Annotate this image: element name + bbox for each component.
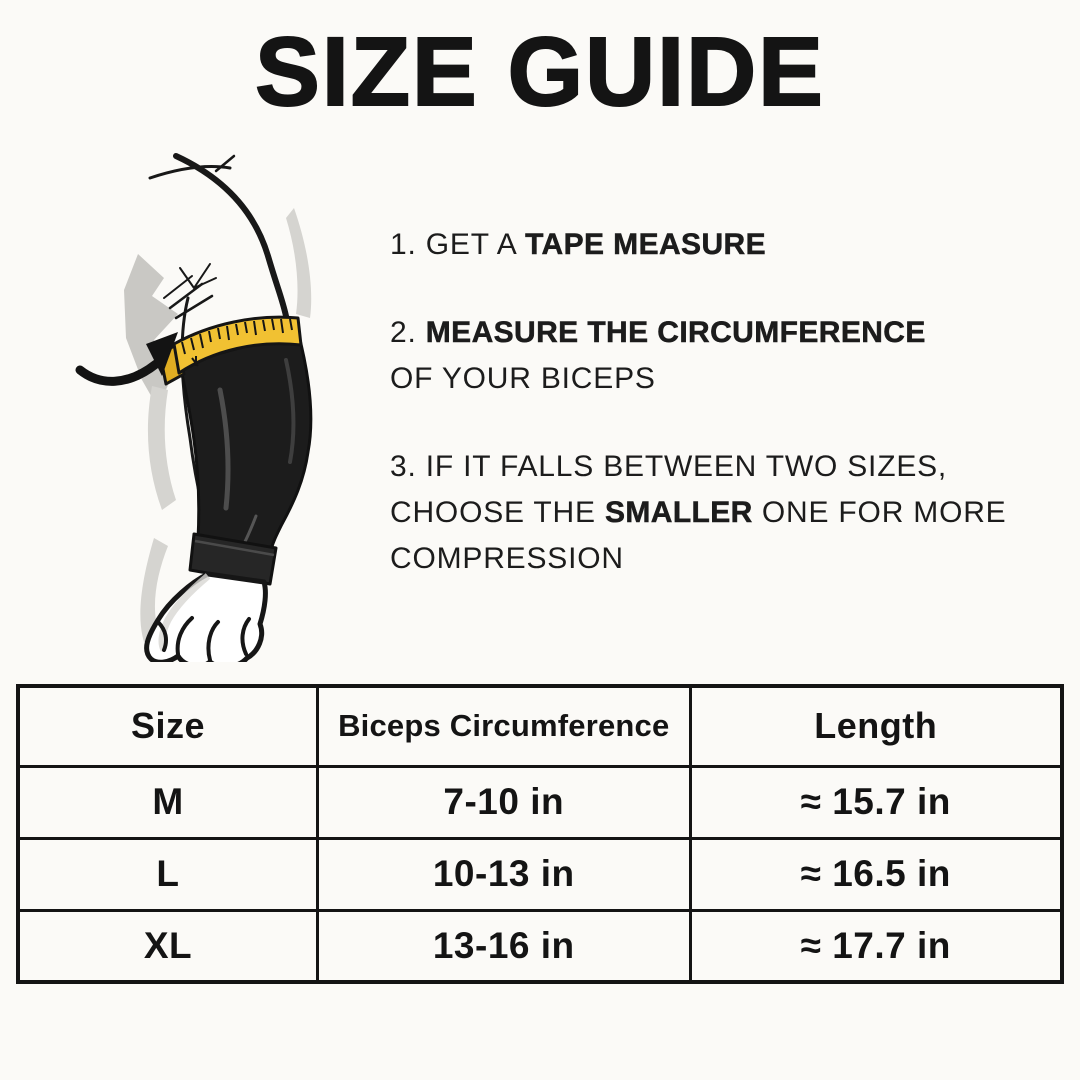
tape-tick-marks xyxy=(181,318,293,367)
arm-with-tape-measure-illustration xyxy=(75,153,313,662)
instructions: 1. GET A TAPE MEASURE 2. MEASURE THE CIR… xyxy=(390,222,1050,624)
table-row-l: L 10-13 in ≈ 16.5 in xyxy=(16,836,1064,912)
size-m: M xyxy=(16,764,319,840)
instruction-step-2: 2. MEASURE THE CIRCUMFERENCE OF YOUR BIC… xyxy=(390,310,1050,402)
compression-sleeve xyxy=(178,330,313,586)
step3-line2-pre: CHOOSE THE xyxy=(390,496,605,529)
size-table-header: Size Biceps Circumference Length xyxy=(16,684,1064,768)
table-row-m: M 7-10 in ≈ 15.7 in xyxy=(16,764,1064,840)
size-table: Size Biceps Circumference Length M 7-10 … xyxy=(16,684,1064,984)
length-l: ≈ 16.5 in xyxy=(688,836,1064,912)
size-xl: XL xyxy=(16,908,319,984)
size-table-body: M 7-10 in ≈ 15.7 in L 10-13 in ≈ 16.5 in… xyxy=(16,764,1064,984)
header-circumference: Biceps Circumference xyxy=(315,684,692,768)
circ-xl: 13-16 in xyxy=(315,908,692,984)
header-length: Length xyxy=(688,684,1064,768)
length-m: ≈ 15.7 in xyxy=(688,764,1064,840)
arrow-icon xyxy=(75,332,178,386)
circ-m: 7-10 in xyxy=(315,764,692,840)
instruction-step-3: 3. IF IT FALLS BETWEEN TWO SIZES, CHOOSE… xyxy=(390,444,1050,582)
step3-line1: 3. IF IT FALLS BETWEEN TWO SIZES, xyxy=(390,450,948,483)
step1-text: 1. GET A xyxy=(390,228,526,261)
sleeve-cuff xyxy=(188,532,278,586)
step3-bold: SMALLER xyxy=(604,496,753,530)
step3-line2-post: ONE FOR MORE xyxy=(752,496,1007,529)
step2-text: 2. xyxy=(390,316,426,349)
length-xl: ≈ 17.7 in xyxy=(688,908,1064,984)
step2-bold: MEASURE THE CIRCUMFERENCE xyxy=(425,316,926,350)
instruction-step-1: 1. GET A TAPE MEASURE xyxy=(390,222,1050,268)
fist xyxy=(144,571,268,662)
table-header-row: Size Biceps Circumference Length xyxy=(16,684,1064,768)
size-l: L xyxy=(16,836,319,912)
step1-bold: TAPE MEASURE xyxy=(525,228,766,262)
circ-l: 10-13 in xyxy=(315,836,692,912)
tape-measure xyxy=(158,315,303,386)
table-row-xl: XL 13-16 in ≈ 17.7 in xyxy=(16,908,1064,984)
step2-line2: OF YOUR BICEPS xyxy=(390,362,656,395)
header-size: Size xyxy=(16,684,319,768)
page-title: SIZE GUIDE xyxy=(254,16,825,127)
step3-line3: COMPRESSION xyxy=(390,542,624,575)
